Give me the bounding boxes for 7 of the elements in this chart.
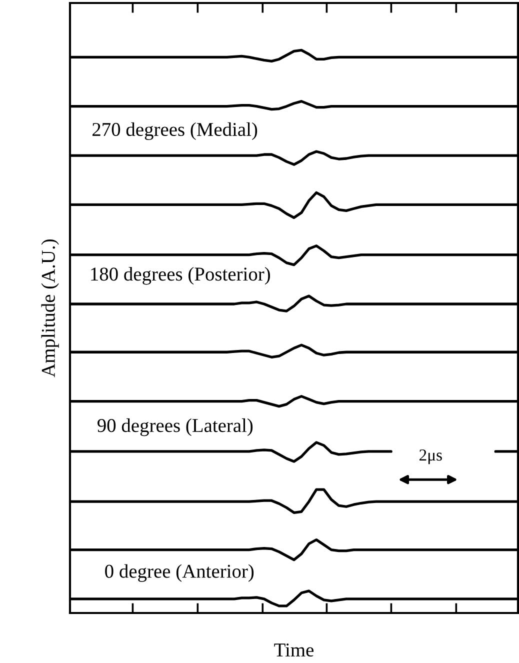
x-axis-title: Time [274,643,314,657]
annotation: 0 degree (Anterior) [105,564,254,582]
annotation: 180 degrees (Posterior) [91,267,270,285]
annotation: 90 degrees (Lateral) [98,418,253,436]
y-axis-title: Amplitude (A.U.) [41,239,59,378]
annotation: 2μs [419,449,442,464]
annotation: 270 degrees (Medial) [92,122,258,140]
